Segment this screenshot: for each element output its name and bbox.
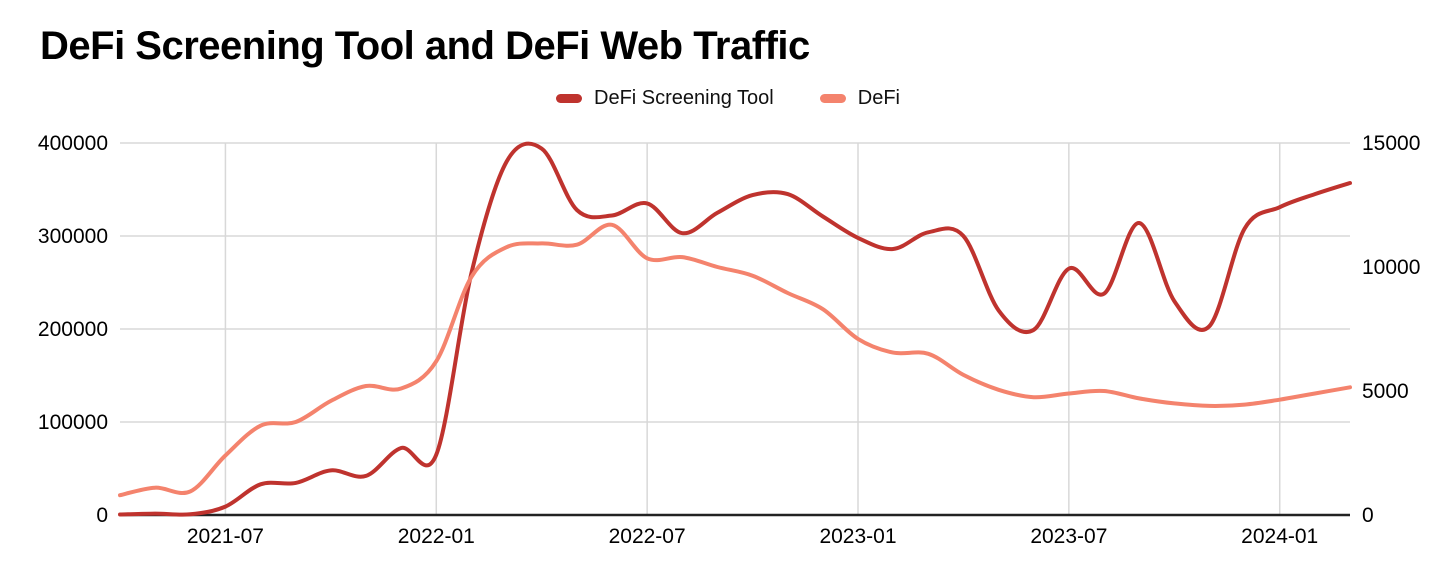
x-axis-tick-label: 2022-01 <box>398 525 475 548</box>
legend-label: DeFi Screening Tool <box>594 87 774 109</box>
x-axis-tick-label: 2022-07 <box>609 525 686 548</box>
left-axis-tick-label: 300000 <box>38 225 108 248</box>
left-axis-tick-label: 400000 <box>38 132 108 155</box>
legend-swatch-icon <box>556 94 583 103</box>
right-axis-tick-label: 10000 <box>1362 256 1420 279</box>
left-axis-tick-label: 0 <box>96 504 108 527</box>
x-axis-tick-label: 2023-07 <box>1030 525 1107 548</box>
left-axis-tick-label: 100000 <box>38 411 108 434</box>
right-axis-tick-label: 15000 <box>1362 132 1420 155</box>
x-axis-tick-label: 2024-01 <box>1241 525 1318 548</box>
legend-swatch-icon <box>819 94 846 103</box>
chart-title: DeFi Screening Tool and DeFi Web Traffic <box>40 24 810 68</box>
series-line-defi-screening-tool <box>118 141 1352 517</box>
x-axis-tick-label: 2023-01 <box>819 525 896 548</box>
series-line-defi <box>118 222 1352 498</box>
legend-item-defi-screening-tool: DeFi Screening Tool <box>556 87 774 110</box>
left-axis-tick-label: 200000 <box>38 318 108 341</box>
legend-label: DeFi <box>857 87 900 109</box>
right-axis-tick-label: 0 <box>1362 504 1374 527</box>
x-axis-tick-label: 2021-07 <box>187 525 264 548</box>
chart-legend: DeFi Screening Tool DeFi <box>0 87 1456 110</box>
right-axis-tick-label: 5000 <box>1362 380 1409 403</box>
legend-item-defi: DeFi <box>819 87 900 110</box>
